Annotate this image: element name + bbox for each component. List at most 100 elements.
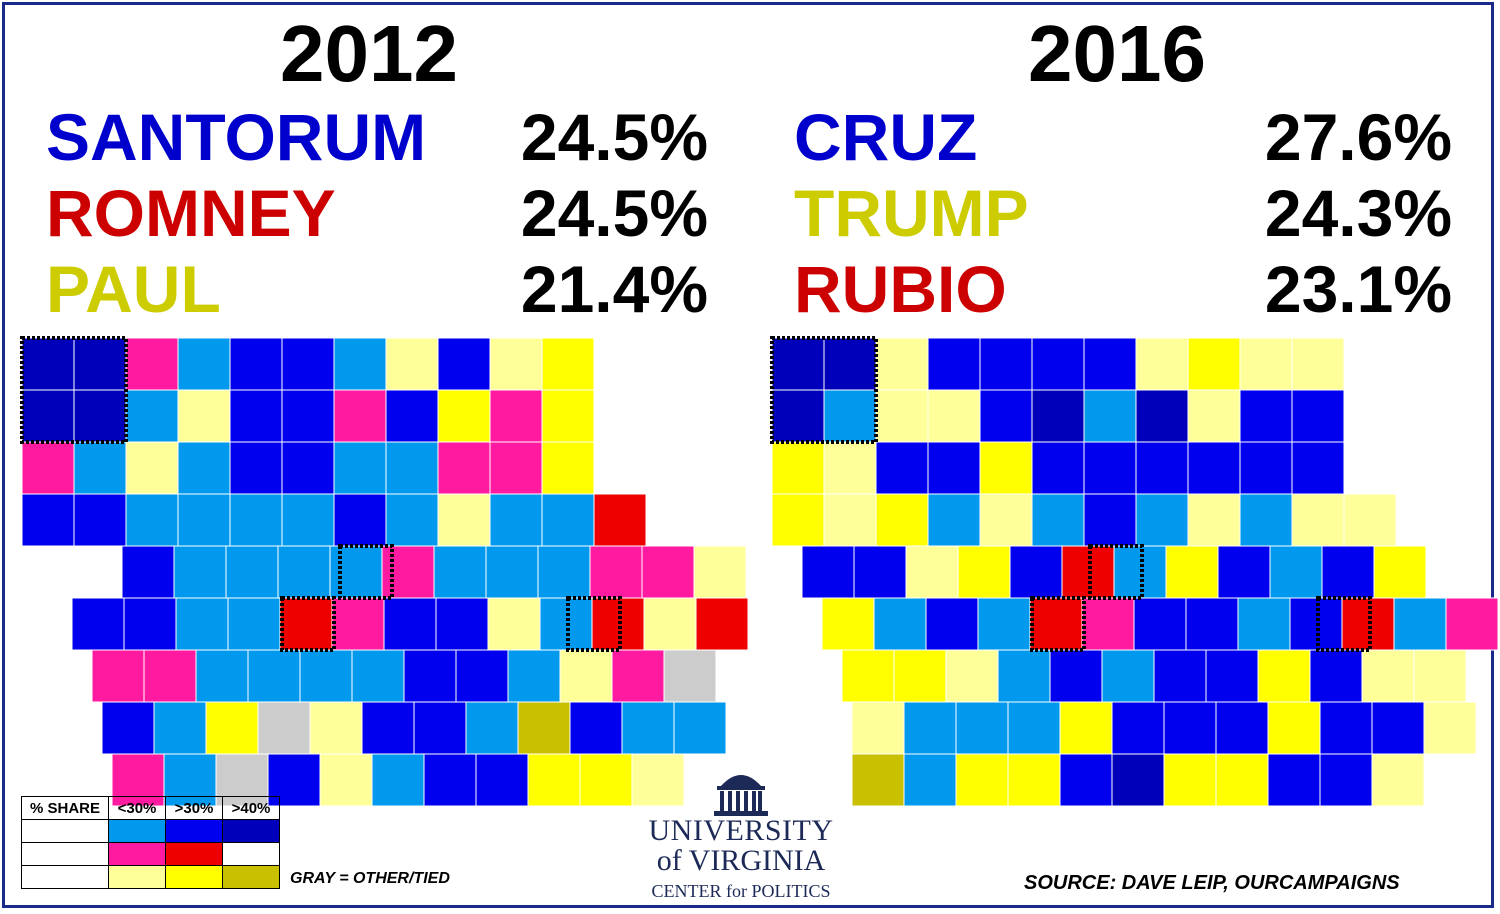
county-cell	[1081, 597, 1135, 651]
county-cell	[927, 389, 981, 443]
county-cell	[955, 701, 1009, 755]
county-cell	[1009, 545, 1063, 599]
uva-center-for-politics-logo: UNIVERSITY of VIRGINIA CENTER for POLITI…	[648, 764, 834, 902]
county-cell	[1185, 597, 1239, 651]
county-cell	[979, 493, 1033, 547]
logo-line-virginia: of VIRGINIA	[656, 844, 826, 877]
county-cell	[1371, 701, 1425, 755]
highlighted-county-outline	[566, 596, 622, 652]
county-cell	[927, 441, 981, 495]
county-cell	[1319, 753, 1373, 807]
county-cell	[437, 441, 491, 495]
county-cell	[977, 597, 1031, 651]
source-note: SOURCE: DAVE LEIP, OURCAMPAIGNS	[1024, 872, 1400, 894]
county-cell	[527, 753, 581, 807]
county-cell	[823, 337, 877, 391]
county-cell	[1309, 649, 1363, 703]
county-cell	[435, 597, 489, 651]
county-cell	[631, 753, 685, 807]
candidate-name: CRUZ	[794, 100, 978, 174]
county-cell	[507, 649, 561, 703]
county-cell	[381, 545, 435, 599]
county-cell	[91, 649, 145, 703]
county-cell	[21, 337, 75, 391]
county-cell	[333, 441, 387, 495]
county-cell	[1111, 753, 1165, 807]
iowa-county-map-2016	[770, 336, 1499, 807]
legend-swatch	[222, 865, 280, 889]
county-cell	[1373, 545, 1427, 599]
county-cell	[1267, 753, 1321, 807]
county-cell	[1083, 337, 1137, 391]
highlighted-county-outline	[770, 336, 878, 444]
county-cell	[875, 493, 929, 547]
county-cell	[257, 701, 311, 755]
county-cell	[559, 649, 613, 703]
county-cell	[1187, 337, 1241, 391]
county-cell	[227, 597, 281, 651]
candidate-percent: 23.1%	[1264, 252, 1452, 326]
highlighted-county-outline	[1088, 544, 1144, 600]
county-cell	[1239, 389, 1293, 443]
legend-swatch	[108, 819, 166, 843]
county-cell	[1049, 649, 1103, 703]
county-cell	[541, 493, 595, 547]
county-cell	[1239, 441, 1293, 495]
county-cell	[1343, 493, 1397, 547]
county-cell	[517, 701, 571, 755]
county-cell	[1083, 389, 1137, 443]
county-cell	[621, 701, 675, 755]
county-cell	[281, 337, 335, 391]
county-cell	[71, 597, 125, 651]
county-cell	[281, 493, 335, 547]
county-cell	[123, 597, 177, 651]
county-cell	[1163, 753, 1217, 807]
county-cell	[177, 441, 231, 495]
county-cell	[21, 389, 75, 443]
county-cell	[1029, 597, 1083, 651]
county-cell	[489, 337, 543, 391]
legend-swatch	[108, 842, 166, 866]
highlighted-county-outline	[1316, 596, 1372, 652]
county-cell	[489, 493, 543, 547]
county-cell	[1393, 597, 1447, 651]
county-cell	[955, 753, 1009, 807]
county-cell	[281, 389, 335, 443]
legend-header: % SHARE	[21, 796, 109, 820]
county-cell	[299, 649, 353, 703]
county-cell	[979, 441, 1033, 495]
gray-note: GRAY = OTHER/TIED	[290, 870, 450, 887]
county-cell	[319, 753, 373, 807]
legend-swatch	[165, 865, 223, 889]
county-cell	[851, 701, 905, 755]
logo-line-university: UNIVERSITY	[648, 814, 834, 847]
county-cell	[1007, 701, 1061, 755]
county-cell	[1111, 701, 1165, 755]
county-cell	[73, 389, 127, 443]
county-cell	[281, 441, 335, 495]
county-cell	[823, 389, 877, 443]
county-cell	[851, 753, 905, 807]
county-cell	[1031, 441, 1085, 495]
county-cell	[177, 493, 231, 547]
legend-column-label: <30%	[108, 796, 166, 820]
county-cell	[153, 701, 207, 755]
candidate-name: ROMNEY	[46, 176, 336, 250]
county-cell	[927, 337, 981, 391]
county-cell	[541, 441, 595, 495]
year-title-2016: 2016	[1028, 9, 1206, 98]
county-cell	[433, 545, 487, 599]
county-cell	[1031, 337, 1085, 391]
county-cell	[487, 597, 541, 651]
county-cell	[1217, 545, 1271, 599]
county-cell	[485, 545, 539, 599]
county-cell	[1269, 545, 1323, 599]
highlighted-county-outline	[20, 336, 128, 444]
legend-column-label: >30%	[165, 796, 223, 820]
candidate-percent: 24.5%	[520, 100, 708, 174]
county-cell	[841, 649, 895, 703]
county-cell	[455, 649, 509, 703]
county-cell	[873, 597, 927, 651]
county-cell	[1101, 649, 1155, 703]
county-cell	[1423, 701, 1477, 755]
